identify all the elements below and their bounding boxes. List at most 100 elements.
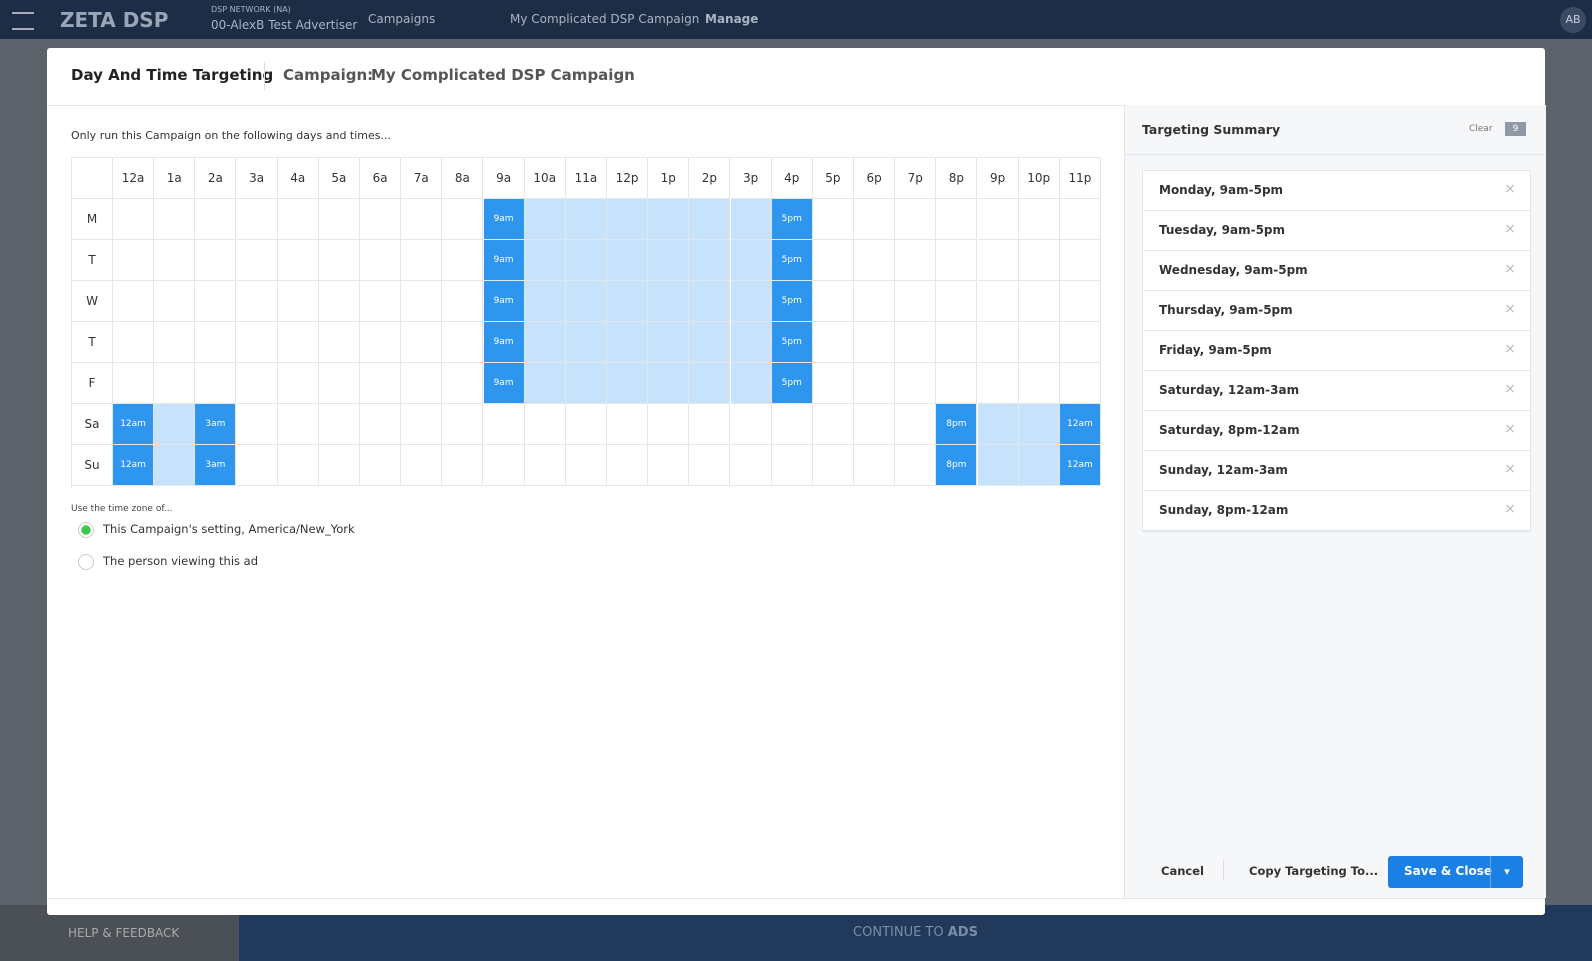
time-cell[interactable] [1059, 363, 1101, 404]
selected-cell[interactable] [524, 240, 566, 281]
selected-cell[interactable] [730, 240, 772, 281]
selected-cell[interactable] [524, 199, 566, 240]
selected-cell[interactable] [648, 240, 690, 281]
time-cell[interactable] [360, 281, 402, 322]
selected-cell[interactable]: 3am [195, 404, 237, 445]
breadcrumb[interactable]: Campaigns [368, 12, 436, 26]
time-cell[interactable] [483, 404, 525, 445]
time-cell[interactable] [607, 404, 649, 445]
time-cell[interactable] [401, 404, 443, 445]
time-cell[interactable] [1018, 199, 1060, 240]
time-cell[interactable] [1018, 281, 1060, 322]
selected-cell[interactable]: 8pm [936, 404, 978, 445]
remove-icon[interactable]: × [1504, 221, 1516, 237]
time-cell[interactable] [442, 322, 484, 363]
time-cell[interactable] [1018, 322, 1060, 363]
time-cell[interactable] [771, 445, 813, 486]
time-cell[interactable] [524, 404, 566, 445]
time-cell[interactable] [895, 404, 937, 445]
selected-cell[interactable] [607, 363, 649, 404]
selected-cell[interactable] [565, 322, 607, 363]
time-cell[interactable] [483, 445, 525, 486]
time-cell[interactable] [854, 404, 896, 445]
time-cell[interactable] [236, 404, 278, 445]
time-cell[interactable] [812, 363, 854, 404]
selected-cell[interactable]: 12am [113, 404, 155, 445]
time-cell[interactable] [812, 281, 854, 322]
selected-cell[interactable]: 5pm [771, 240, 813, 281]
time-cell[interactable] [195, 322, 237, 363]
time-cell[interactable] [236, 281, 278, 322]
time-cell[interactable] [1018, 240, 1060, 281]
time-cell[interactable] [154, 240, 196, 281]
schedule-grid[interactable]: 12a 1a 2a 3a 4a 5a 6a 7a 8a 9a 10a 11a 12p 1p 2p 3p 4p 5p… [71, 157, 1101, 488]
time-cell[interactable] [277, 281, 319, 322]
selected-cell[interactable] [607, 240, 649, 281]
time-cell[interactable] [854, 363, 896, 404]
time-cell[interactable] [895, 240, 937, 281]
remove-icon[interactable]: × [1504, 261, 1516, 277]
time-cell[interactable] [277, 322, 319, 363]
user-avatar[interactable]: AB [1560, 7, 1586, 33]
time-cell[interactable] [113, 199, 155, 240]
selected-cell[interactable]: 5pm [771, 199, 813, 240]
time-cell[interactable] [648, 445, 690, 486]
time-cell[interactable] [895, 445, 937, 486]
clear-button[interactable]: Clear [1469, 124, 1493, 134]
time-cell[interactable] [895, 363, 937, 404]
time-cell[interactable] [607, 445, 649, 486]
time-cell[interactable] [977, 240, 1019, 281]
time-cell[interactable] [895, 281, 937, 322]
time-cell[interactable] [895, 199, 937, 240]
time-cell[interactable] [442, 445, 484, 486]
time-cell[interactable] [401, 199, 443, 240]
time-cell[interactable] [977, 199, 1019, 240]
selected-cell[interactable] [648, 281, 690, 322]
time-cell[interactable] [360, 322, 402, 363]
time-cell[interactable] [977, 322, 1019, 363]
time-cell[interactable] [442, 404, 484, 445]
time-cell[interactable] [854, 322, 896, 363]
selected-cell[interactable] [977, 404, 1019, 445]
time-cell[interactable] [360, 404, 402, 445]
time-cell[interactable] [236, 322, 278, 363]
time-cell[interactable] [812, 404, 854, 445]
time-cell[interactable] [565, 404, 607, 445]
time-cell[interactable] [442, 199, 484, 240]
menu-icon[interactable] [12, 12, 34, 30]
selected-cell[interactable] [730, 363, 772, 404]
time-cell[interactable] [1059, 281, 1101, 322]
time-cell[interactable] [1059, 199, 1101, 240]
save-dropdown[interactable]: ▾ [1504, 865, 1510, 878]
selected-cell[interactable] [689, 199, 731, 240]
selected-cell[interactable] [648, 322, 690, 363]
time-cell[interactable] [442, 240, 484, 281]
selected-cell[interactable] [607, 199, 649, 240]
time-cell[interactable] [812, 240, 854, 281]
save-button[interactable]: Save & Close [1388, 856, 1523, 888]
selected-cell[interactable] [648, 363, 690, 404]
time-cell[interactable] [936, 281, 978, 322]
selected-cell[interactable] [689, 322, 731, 363]
selected-cell[interactable] [730, 281, 772, 322]
time-cell[interactable] [936, 322, 978, 363]
selected-cell[interactable] [607, 322, 649, 363]
time-cell[interactable] [524, 445, 566, 486]
cancel-button[interactable]: Cancel [1161, 864, 1204, 878]
time-cell[interactable] [113, 322, 155, 363]
time-cell[interactable] [565, 445, 607, 486]
selected-cell[interactable] [1018, 404, 1060, 445]
time-cell[interactable] [360, 445, 402, 486]
time-cell[interactable] [812, 199, 854, 240]
time-cell[interactable] [236, 363, 278, 404]
remove-icon[interactable]: × [1504, 461, 1516, 477]
time-cell[interactable] [401, 281, 443, 322]
time-cell[interactable] [895, 322, 937, 363]
selected-cell[interactable]: 9am [483, 199, 525, 240]
selected-cell[interactable]: 5pm [771, 281, 813, 322]
selected-cell[interactable]: 3am [195, 445, 237, 486]
selected-cell[interactable] [154, 404, 196, 445]
time-cell[interactable] [360, 363, 402, 404]
copy-button[interactable]: Copy Targeting To... [1249, 864, 1379, 878]
time-cell[interactable] [236, 199, 278, 240]
